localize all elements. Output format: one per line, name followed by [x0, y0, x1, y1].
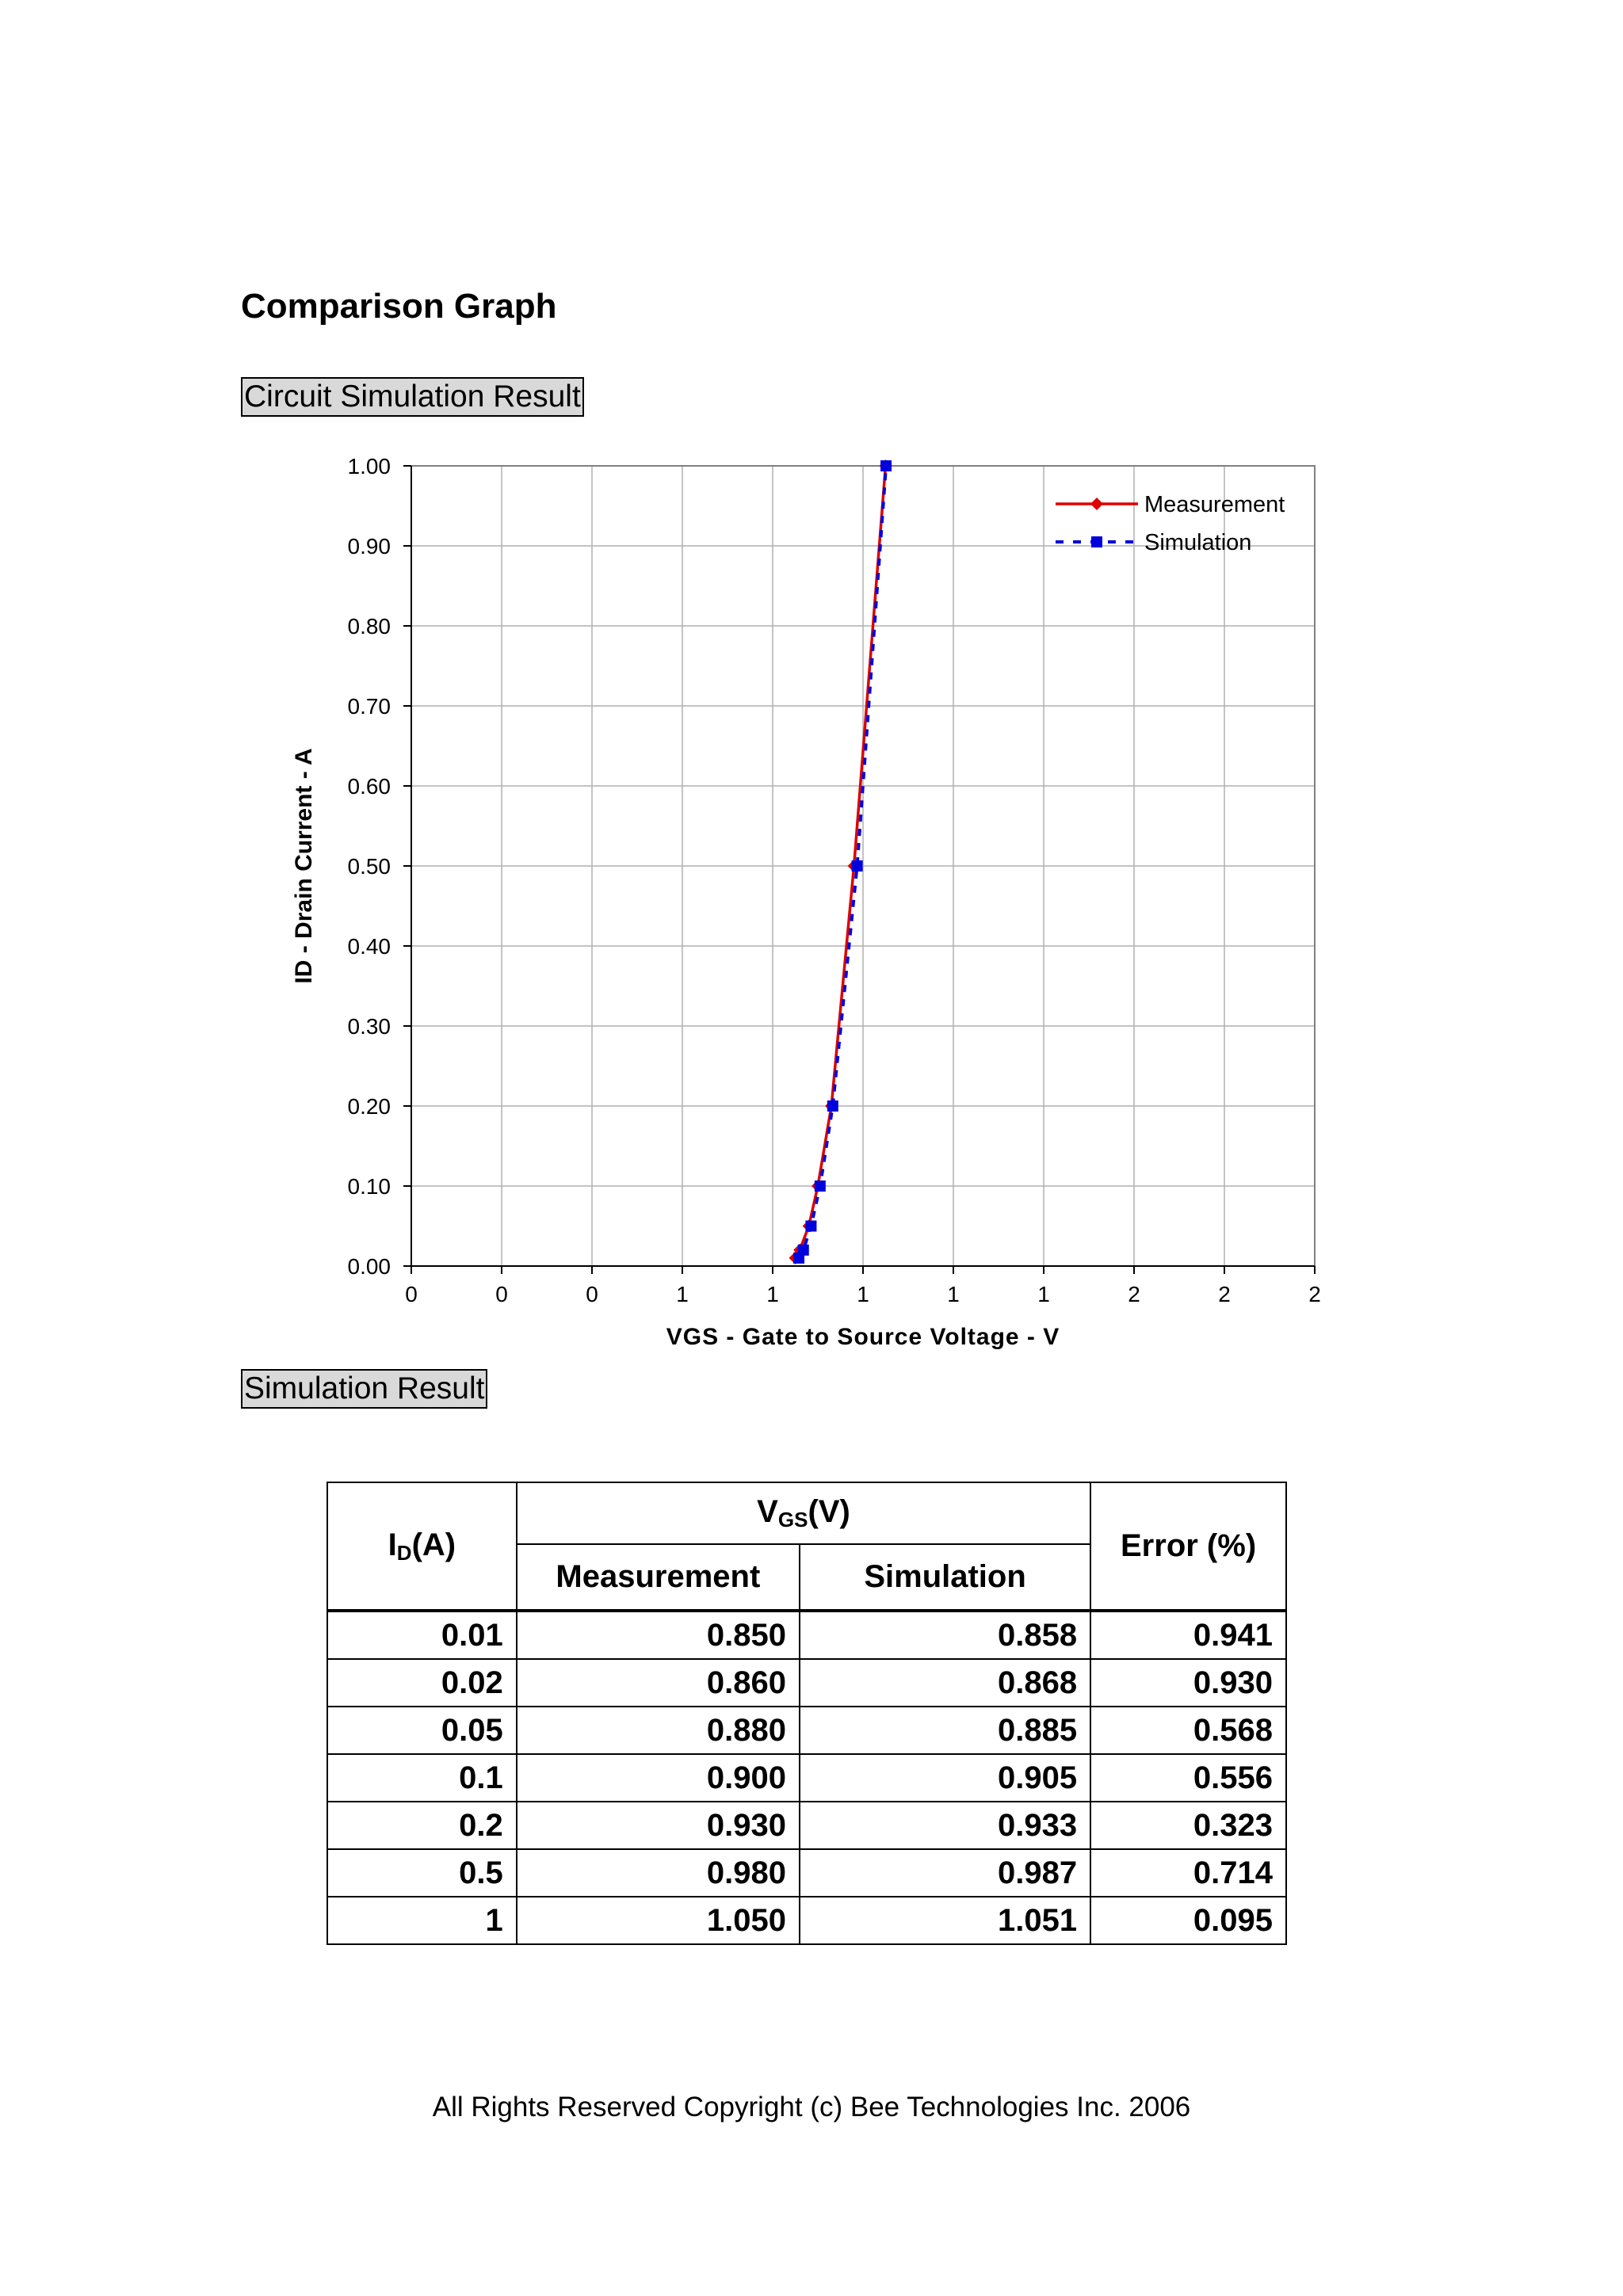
chart-legend: Measurement Simulation [1056, 492, 1285, 555]
data-point [827, 1100, 838, 1112]
simulation-result-label: Simulation Result [241, 1369, 488, 1409]
data-point [797, 1244, 809, 1256]
series-line [797, 465, 888, 1259]
series-simulation [793, 460, 892, 1264]
data-point [1090, 498, 1103, 510]
y-tick-label: 0.50 [348, 854, 391, 879]
data-point [851, 860, 863, 871]
data-point [805, 1220, 817, 1232]
x-tick-label: 1 [676, 1282, 689, 1306]
legend-item-simulation: Simulation [1056, 530, 1251, 555]
table-row: 0.02 0.860 0.868 0.930 [327, 1658, 1287, 1707]
header-id: ID(A) [327, 1482, 517, 1611]
x-axis-ticks: 0 0 0 1 1 1 1 1 2 2 2 [405, 1265, 1321, 1306]
chart-series [789, 460, 892, 1264]
x-tick-label: 1 [766, 1282, 779, 1306]
y-tick-label: 1.00 [348, 454, 391, 479]
table-row: 0.1 0.900 0.905 0.556 [327, 1753, 1287, 1802]
series-line [793, 465, 888, 1259]
y-tick-label: 0.20 [348, 1094, 391, 1119]
header-error: Error (%) [1090, 1482, 1287, 1611]
table-row: 0.01 0.850 0.858 0.941 [327, 1609, 1287, 1660]
table-row: 1 1.050 1.051 0.095 [327, 1896, 1287, 1945]
header-vgs: VGS(V) [515, 1482, 1092, 1545]
x-tick-label: 0 [405, 1282, 418, 1306]
header-measurement: Measurement [515, 1543, 800, 1611]
y-tick-label: 0.80 [348, 614, 391, 639]
legend-item-measurement: Measurement [1056, 492, 1285, 517]
legend-label: Measurement [1144, 492, 1285, 517]
table-row: 0.5 0.980 0.987 0.714 [327, 1848, 1287, 1897]
copyright-notice: All Rights Reserved Copyright (c) Bee Te… [432, 2092, 1191, 2122]
data-point [1091, 536, 1102, 547]
x-tick-label: 0 [586, 1282, 598, 1306]
y-tick-label: 0.40 [348, 934, 391, 959]
y-axis-ticks: 0.00 0.10 0.20 0.30 0.40 0.50 0.60 0.70 0.80 0.90… [348, 454, 412, 1279]
table-row: 0.2 0.930 0.933 0.323 [327, 1801, 1287, 1850]
y-tick-label: 0.10 [348, 1174, 391, 1199]
chart-grid [411, 466, 1315, 1266]
x-tick-label: 1 [857, 1282, 869, 1306]
header-simulation: Simulation [798, 1543, 1092, 1611]
data-point [814, 1180, 826, 1192]
x-tick-label: 1 [1037, 1282, 1050, 1306]
simulation-result-table: ID(A) VGS(V) Error (%) Measurement Simul… [327, 1482, 1287, 1945]
y-tick-label: 0.90 [348, 534, 391, 559]
table-row: 0.05 0.880 0.885 0.568 [327, 1706, 1287, 1755]
x-tick-label: 0 [495, 1282, 508, 1306]
x-axis-label: VGS - Gate to Source Voltage - V [666, 1324, 1060, 1350]
x-tick-label: 2 [1308, 1282, 1321, 1306]
x-tick-label: 1 [947, 1282, 960, 1306]
series-measurement [789, 460, 892, 1264]
y-tick-label: 0.00 [348, 1254, 391, 1279]
legend-label: Simulation [1144, 530, 1251, 555]
y-tick-label: 0.70 [348, 694, 391, 719]
data-point [880, 460, 892, 471]
circuit-simulation-label: Circuit Simulation Result [241, 377, 584, 417]
y-axis-label: ID - Drain Current - A [291, 748, 317, 983]
x-tick-label: 2 [1218, 1282, 1231, 1306]
page-title: Comparison Graph [241, 287, 557, 326]
y-tick-label: 0.30 [348, 1014, 391, 1039]
comparison-chart: 0.00 0.10 0.20 0.30 0.40 0.50 0.60 0.70 0.80 0.90… [291, 454, 1321, 1350]
x-tick-label: 2 [1128, 1282, 1140, 1306]
y-tick-label: 0.60 [348, 774, 391, 799]
